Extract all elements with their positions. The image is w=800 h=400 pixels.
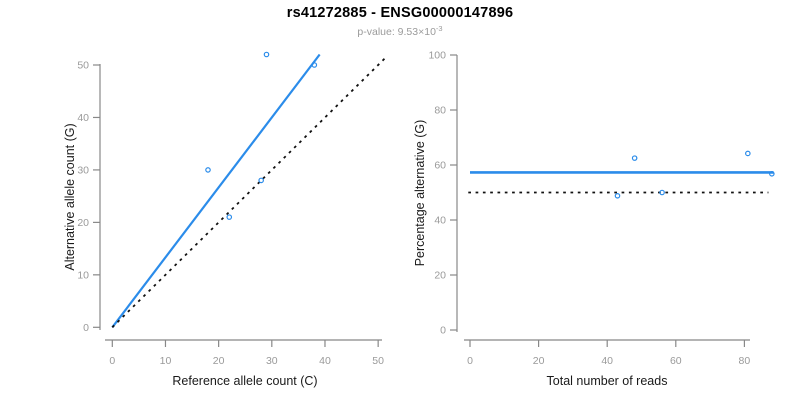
pvalue-value: 9.53×10: [397, 26, 436, 38]
y-tick-label: 30: [77, 165, 89, 177]
x-tick-label: 60: [670, 355, 682, 367]
x-tick-label: 40: [601, 355, 613, 367]
data-point: [258, 177, 264, 184]
x-tick-label: 20: [533, 355, 545, 367]
x-tick-label: 10: [160, 355, 172, 367]
data-point: [205, 167, 211, 173]
x-tick-label: 30: [266, 355, 278, 367]
pvalue-label: p-value:: [357, 26, 398, 38]
x-tick-label: 50: [372, 355, 384, 367]
data-point: [263, 51, 270, 58]
y-tick-label: 0: [440, 325, 446, 337]
fit-line: [111, 53, 321, 328]
x-tick-label: 0: [109, 355, 115, 367]
data-point: [745, 150, 751, 157]
y-axis-title: Alternative allele count (G): [63, 123, 77, 270]
x-tick-label: 80: [739, 355, 751, 367]
identity-line: [111, 56, 387, 328]
data-point: [311, 62, 318, 68]
y-tick-label: 80: [434, 105, 446, 117]
x-tick-label: 0: [467, 355, 473, 367]
data-point: [614, 193, 621, 199]
pvalue-exponent: -3: [435, 24, 443, 33]
y-tick-label: 10: [77, 269, 89, 281]
data-point: [769, 171, 775, 177]
y-axis-title: Percentage alternative (G): [413, 120, 427, 267]
y-tick-label: 20: [434, 270, 446, 282]
y-tick-label: 60: [434, 160, 446, 172]
y-tick-label: 50: [77, 60, 89, 72]
y-tick-label: 100: [428, 50, 446, 62]
y-tick-label: 40: [77, 112, 89, 124]
figure-title: rs41272885 - ENSG00000147896: [286, 5, 514, 21]
data-point: [226, 214, 233, 220]
x-tick-label: 20: [213, 355, 225, 367]
x-tick-label: 40: [319, 355, 331, 367]
x-axis-title: Total number of reads: [547, 374, 668, 388]
x-axis-title: Reference allele count (C): [172, 374, 317, 388]
data-point: [659, 189, 665, 196]
y-tick-label: 40: [434, 215, 446, 227]
y-tick-label: 20: [77, 217, 89, 229]
y-tick-label: 0: [83, 322, 89, 334]
data-point: [631, 155, 638, 161]
figure-subtitle: p-value: 9.53×10-3: [0, 24, 800, 38]
